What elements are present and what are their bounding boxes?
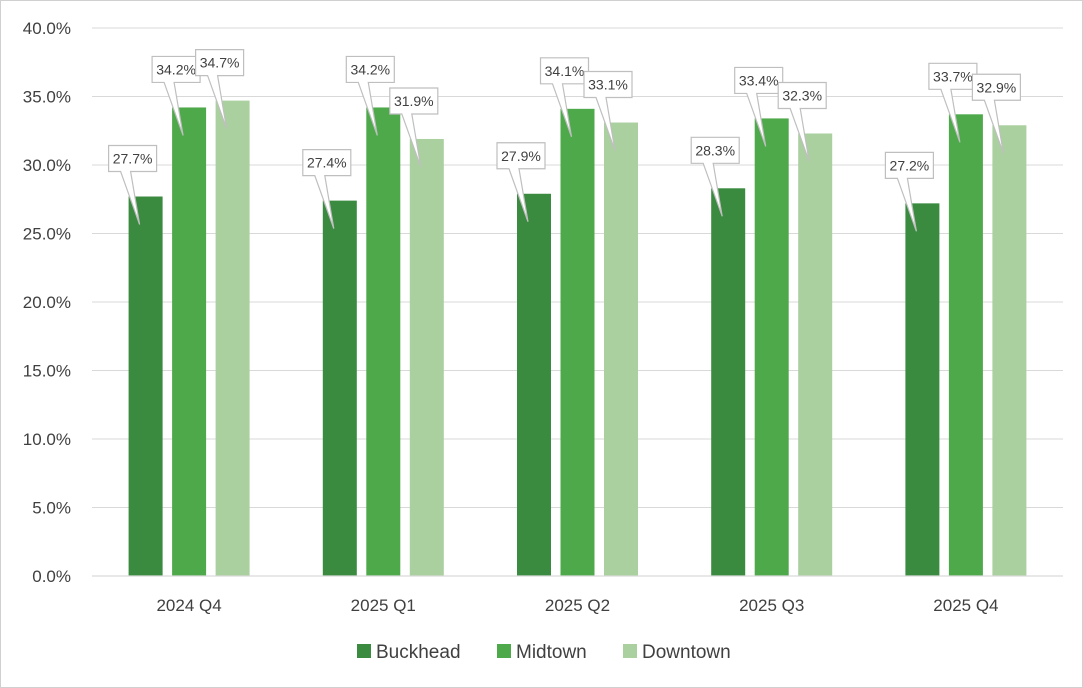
data-label: 27.4% (307, 155, 347, 171)
data-label-callout (345, 55, 395, 136)
legend-label-downtown: Downtown (642, 642, 731, 663)
data-label: 27.2% (890, 157, 930, 173)
data-label: 34.7% (200, 55, 240, 71)
data-label-callout (108, 144, 158, 225)
y-tick-label: 5.0% (32, 499, 71, 518)
data-label-callout (777, 81, 827, 162)
data-label: 32.3% (782, 87, 822, 103)
data-label: 28.3% (695, 142, 735, 158)
x-tick-label: 2024 Q4 (156, 596, 221, 615)
legend-swatch-downtown (623, 644, 637, 658)
bar-downtown (409, 138, 444, 576)
x-tick-label: 2025 Q2 (545, 596, 610, 615)
data-label-callout (195, 49, 245, 129)
bar-buckhead (711, 188, 746, 577)
data-label: 33.4% (739, 72, 779, 88)
y-tick-label: 25.0% (23, 225, 71, 244)
data-label-callout (496, 142, 546, 222)
y-tick-label: 0.0% (32, 567, 71, 586)
bar-midtown (366, 107, 401, 577)
data-label: 32.9% (977, 79, 1017, 95)
bar-midtown (172, 107, 207, 577)
legend-label-midtown: Midtown (516, 642, 587, 663)
bars (128, 100, 1027, 577)
bar-downtown (798, 133, 833, 577)
y-tick-label: 15.0% (23, 362, 71, 381)
data-label: 33.1% (588, 77, 628, 93)
data-label-callout (884, 151, 934, 232)
y-tick-label: 30.0% (23, 156, 71, 175)
data-label: 27.9% (501, 148, 541, 164)
axes: 0.0% 5.0% 10.0% 15.0% 20.0% 25.0% 30.0% 35.0% 40… (23, 19, 1063, 615)
bar-buckhead (128, 196, 163, 576)
data-label: 27.7% (113, 151, 153, 167)
data-label: 34.1% (545, 63, 585, 79)
bar-downtown (215, 100, 250, 577)
bar-midtown (948, 114, 983, 576)
data-label-callout (583, 70, 633, 151)
data-label-callout (539, 57, 590, 138)
bar-buckhead (322, 200, 357, 576)
bar-midtown (560, 108, 595, 576)
data-label-callout (928, 62, 978, 143)
data-label-callout (690, 136, 740, 217)
legend-label-buckhead: Buckhead (376, 642, 461, 663)
data-label: 34.2% (350, 61, 390, 77)
data-label-callout (971, 73, 1021, 154)
bar-buckhead (517, 193, 551, 576)
y-tick-label: 40.0% (23, 19, 71, 38)
x-tick-label: 2025 Q1 (351, 596, 416, 615)
bar-downtown (604, 122, 638, 576)
x-tick-label: 2025 Q3 (739, 596, 804, 615)
data-label-callout (734, 66, 784, 147)
bar-buckhead (905, 203, 940, 577)
data-label: 34.2% (156, 61, 196, 77)
y-tick-label: 10.0% (23, 430, 71, 449)
bar-midtown (754, 118, 789, 577)
data-label: 33.7% (933, 68, 973, 84)
data-label: 31.9% (394, 93, 434, 109)
y-tick-label: 35.0% (23, 88, 71, 107)
x-tick-label: 2025 Q4 (933, 596, 998, 615)
y-tick-label: 20.0% (23, 293, 71, 312)
data-labels: 27.7%34.2% 34.7%27.4%34.2%31.9%27.9%34.1%… (108, 49, 1021, 232)
legend: Buckhead Midtown Downtown (357, 642, 731, 663)
legend-swatch-buckhead (357, 644, 371, 658)
legend-swatch-midtown (497, 644, 511, 658)
bar-downtown (992, 125, 1027, 577)
data-label-callout (389, 87, 439, 168)
data-label-callout (302, 149, 352, 229)
